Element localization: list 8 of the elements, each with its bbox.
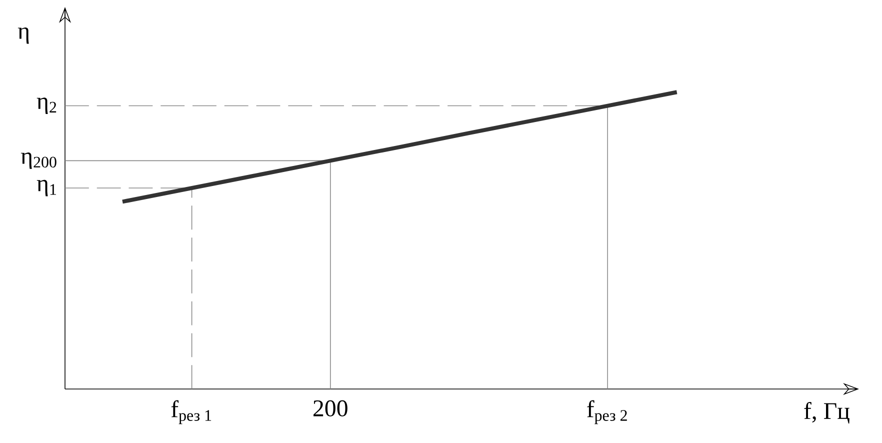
x-tick-label: 200 bbox=[314, 400, 348, 416]
ref-line-label: η$_{2}$ bbox=[36, 98, 56, 114]
ref-line-label: η$_{1}$ bbox=[36, 180, 56, 196]
ref-line-label: η$_{200}$ bbox=[20, 152, 56, 169]
x-tick-label: f$_{рез 1}$ bbox=[171, 400, 212, 424]
x-tick-label: f$_{рез 2}$ bbox=[587, 400, 627, 424]
x-axis-title: f, Гц bbox=[804, 402, 850, 424]
y-axis-title: η bbox=[18, 27, 29, 44]
